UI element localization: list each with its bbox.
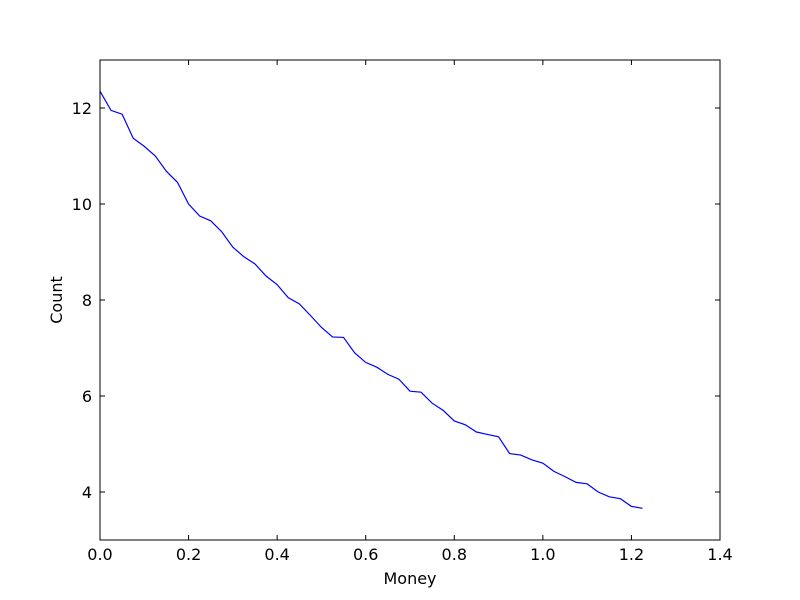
y-axis-label: Count (47, 276, 66, 324)
y-tick-label: 6 (82, 387, 92, 406)
axes-frame (99, 59, 721, 541)
series-layer (99, 90, 643, 509)
y-tick-label: 10 (72, 195, 92, 214)
x-tick-label: 0.0 (87, 545, 112, 564)
x-tick-label: 0.8 (442, 545, 467, 564)
plot-area (100, 60, 720, 540)
x-tick-label: 1.4 (707, 545, 732, 564)
plot-background (100, 60, 720, 540)
y-tick-label: 4 (82, 483, 92, 502)
y-tick-label: 12 (72, 99, 92, 118)
x-axis-label: Money (383, 569, 436, 588)
x-tick-label: 0.4 (264, 545, 289, 564)
y-tick-label: 8 (82, 291, 92, 310)
x-tick-label: 0.2 (176, 545, 201, 564)
x-tick-label: 1.0 (530, 545, 555, 564)
x-tick-label: 0.6 (353, 545, 378, 564)
x-tick-label: 1.2 (619, 545, 644, 564)
ticks-layer: 0.0 0.2 0.4 0.6 0.8 1.0 1.2 1.4 4 6 8 10 12 (72, 60, 733, 564)
series-line-count (99, 90, 643, 509)
axes-border (99, 59, 721, 541)
